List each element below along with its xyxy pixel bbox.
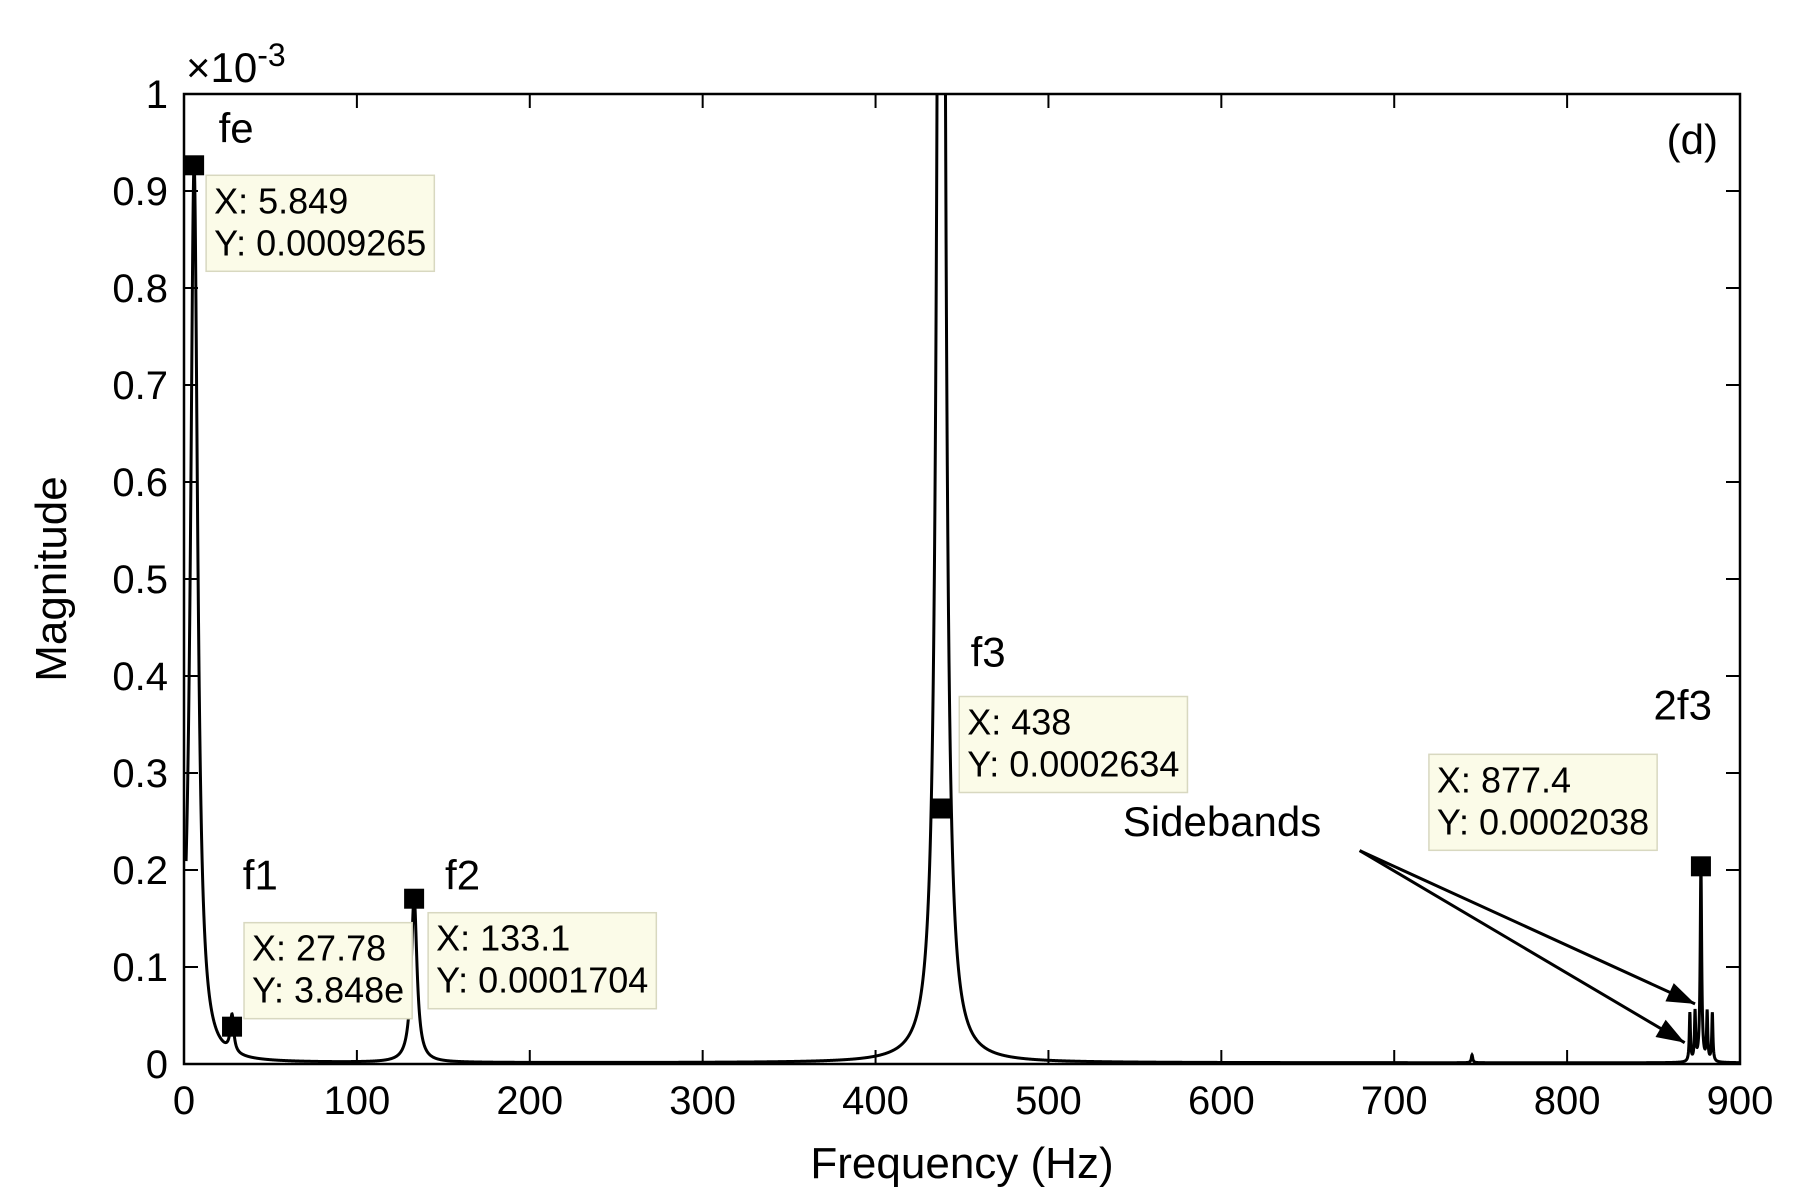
datatip-box [243,921,413,1020]
y-multiplier-exponent: -3 [257,37,285,73]
datatip-box [205,174,436,273]
datatip-x-text: X: 133.1 [436,918,570,959]
annotation-f1: f1 [243,851,278,898]
annotation-f3: f3 [971,628,1006,675]
sideband-arrow-head [1655,1019,1685,1043]
datatip-y-text: Y: 0.0001704 [436,960,648,1001]
y-tick-label: 0.1 [112,946,168,990]
arrows-layer [1358,849,1696,1044]
datatip-x-text: X: 27.78 [252,928,386,969]
y-tick-label: 0.2 [112,849,168,893]
y-tick-label: 0.4 [112,655,168,699]
plot-layer [184,94,1740,1064]
datatip-marker-f1 [222,1016,243,1037]
y-tick-label: 0.5 [112,558,168,602]
spectrum-line [184,94,1740,1064]
y-tick-label: 0.7 [112,364,168,408]
panel-label: (d) [1667,116,1718,163]
y-tick-label: 0.3 [112,752,168,796]
datatip-marker-fe [184,155,205,176]
annotation-sidebands: Sidebands [1123,798,1322,845]
y-tick-label: 1 [146,73,168,117]
datatip-box [1428,753,1658,852]
y-axis-title: Magnitude [27,476,76,681]
datatip-x-text: X: 877.4 [1437,759,1571,800]
datatip-2f3: X: 877.4Y: 0.0002038 [1428,753,1658,852]
x-tick-label: 800 [1534,1079,1601,1123]
annotation-fe: fe [219,105,254,152]
annotation-f2: f2 [445,851,480,898]
datatip-f2: X: 133.1Y: 0.0001704 [427,911,658,1010]
x-tick-label: 200 [496,1079,563,1123]
markers-layer [184,155,1711,1037]
y-tick-label: 0 [146,1043,168,1087]
tick-labels-layer: 0 100 200 300 400 500 600 700 800 900 0 0.1 0.2 0.3 0.… [112,73,1773,1123]
datatip-x-text: X: 438 [967,702,1071,743]
sideband-arrow-line [1358,849,1686,1044]
datatip-y-text: Y: 0.0002634 [967,744,1179,785]
y-tick-label: 0.8 [112,267,168,311]
y-tick-label: 0.6 [112,461,168,505]
y-tick-label: 0.9 [112,170,168,214]
y-multiplier: ×10-3 [186,37,286,91]
x-tick-label: 900 [1707,1079,1774,1123]
datatip-x-text: X: 5.849 [214,180,348,221]
sideband-arrow-line [1359,849,1696,1006]
datatip-marker-f2 [404,888,425,909]
datatip-y-text: Y: 0.0002038 [1437,801,1649,842]
datatip-marker-f3 [931,798,952,819]
x-tick-label: 100 [324,1079,391,1123]
x-axis-title: Frequency (Hz) [810,1139,1113,1188]
datatip-box [427,911,658,1010]
x-tick-label: 700 [1361,1079,1428,1123]
sideband-arrow-head [1665,983,1696,1004]
datatip-y-text: Y: 3.848e [252,970,404,1011]
x-tick-label: 600 [1188,1079,1255,1123]
x-tick-label: 400 [842,1079,909,1123]
x-tick-label: 300 [669,1079,736,1123]
datatip-y-text: Y: 0.0009265 [214,222,426,263]
x-tick-label: 0 [173,1079,195,1123]
ticks-layer [183,93,1741,1065]
y-multiplier-base: ×10 [186,44,257,91]
x-tick-label: 500 [1015,1079,1082,1123]
datatip-box [958,695,1189,794]
annotation-2f3: 2f3 [1654,682,1712,729]
datatip-marker-2f3 [1690,856,1711,877]
annotations-layer: fe f1 f2 f3 2f3 Sidebands [219,105,1712,899]
datatip-f1: X: 27.78Y: 3.848e [243,921,413,1020]
